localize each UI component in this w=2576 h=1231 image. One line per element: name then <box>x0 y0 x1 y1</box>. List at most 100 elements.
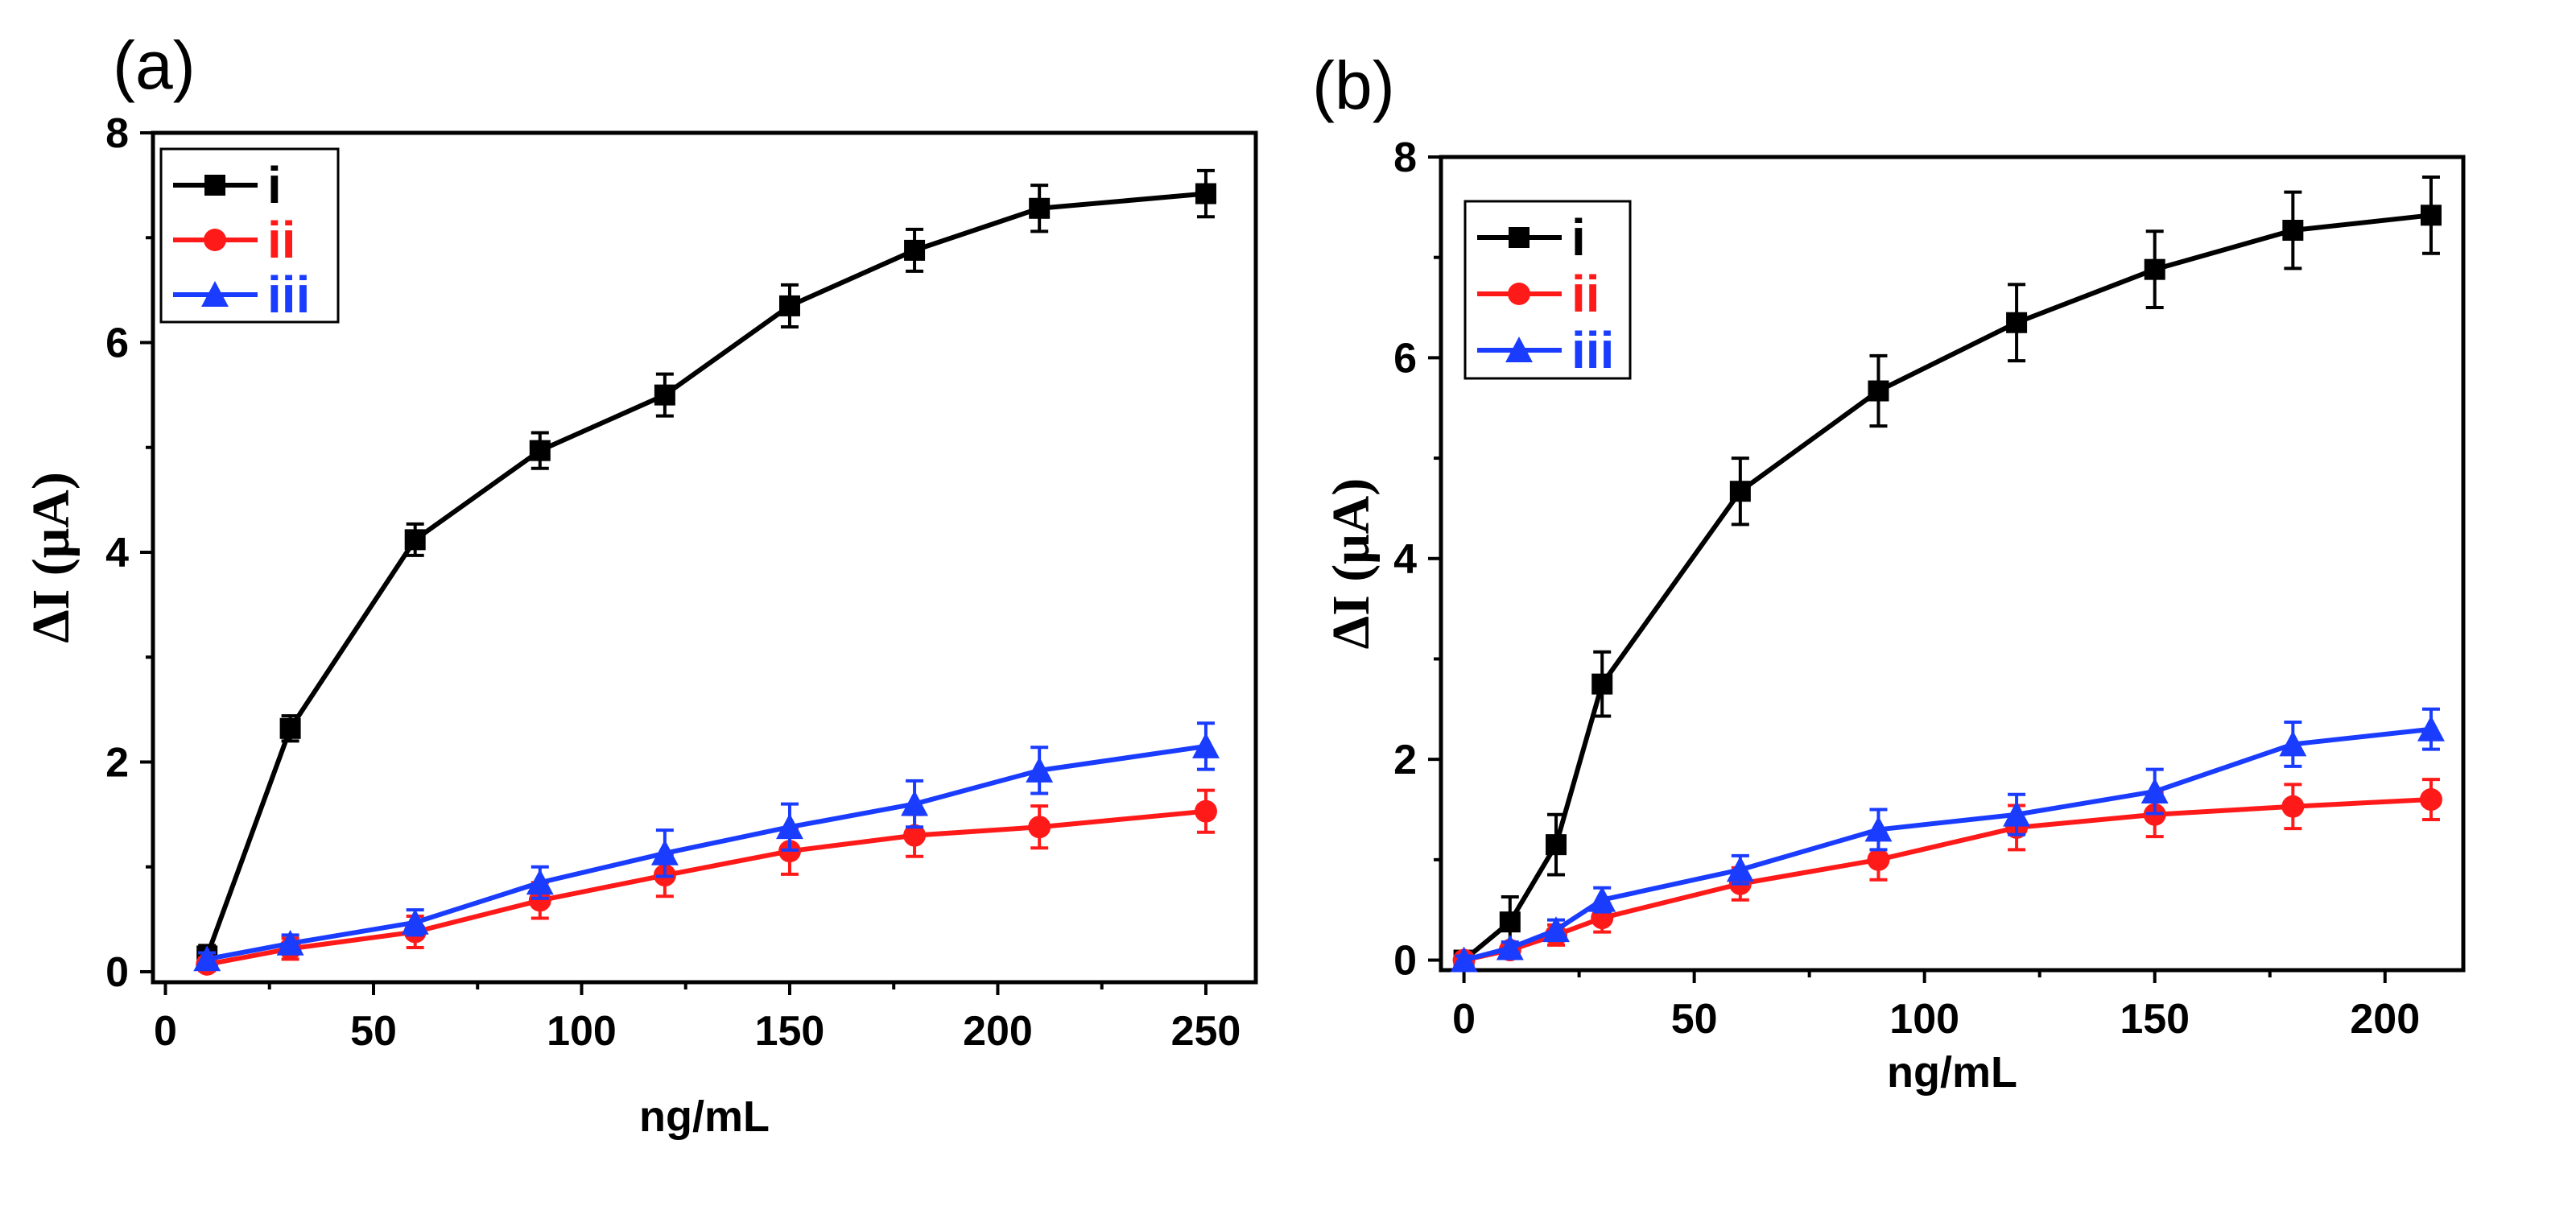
data-point-ii <box>528 889 551 912</box>
data-point-i <box>1868 380 1889 402</box>
data-point-iii <box>193 945 221 972</box>
plot-frame <box>151 130 1258 985</box>
data-point-iii <box>901 790 929 816</box>
x-axis-label: ng/mL <box>1887 1048 2017 1097</box>
series-line-ii <box>206 808 1207 967</box>
legend-label-iii: iii <box>267 266 310 324</box>
y-tick-label: 4 <box>105 530 129 576</box>
data-point-iii <box>1726 856 1754 882</box>
y-axis-label: ΔI (μA) <box>22 472 80 643</box>
x-tick-label: 200 <box>2350 996 2420 1043</box>
legend-label-ii: ii <box>1571 265 1600 323</box>
data-point-i <box>279 717 301 739</box>
y-tick-label: 8 <box>105 110 129 157</box>
data-point-i <box>1029 197 1051 219</box>
data-point-iii <box>2279 730 2307 757</box>
y-tick-label: 6 <box>1393 335 1417 382</box>
x-tick-label: 50 <box>350 1008 397 1055</box>
data-point-i <box>778 295 800 316</box>
data-point-i <box>904 239 926 261</box>
series-ii <box>196 788 1217 976</box>
legend-marker-ii <box>204 229 226 251</box>
x-tick-label: 100 <box>1889 996 1959 1043</box>
series-ii <box>1452 778 2442 972</box>
data-point-iii <box>1588 886 1616 912</box>
data-point-iii <box>526 869 554 895</box>
data-point-i <box>2420 204 2442 226</box>
legend-marker-i <box>204 175 225 196</box>
x-tick-label: 100 <box>547 1008 617 1055</box>
legend-marker-iii <box>201 281 229 307</box>
x-tick-label: 200 <box>963 1008 1033 1055</box>
x-tick-label: 150 <box>755 1008 825 1055</box>
legend-label-i: i <box>1571 209 1586 266</box>
legend-marker-i <box>1509 227 1530 248</box>
series-line-i <box>1462 213 2432 962</box>
series-line-iii <box>206 743 1207 962</box>
legend-label-iii: iii <box>1571 321 1614 379</box>
y-tick-label: 2 <box>105 739 129 786</box>
series-iii <box>1450 707 2445 973</box>
x-tick-label: 0 <box>1452 996 1476 1043</box>
data-point-i <box>654 384 675 406</box>
data-point-iii <box>1864 816 1893 842</box>
data-point-i <box>1729 481 1751 502</box>
x-tick-label: 50 <box>1671 996 1718 1043</box>
data-point-i <box>2144 258 2165 280</box>
data-point-i <box>1546 834 1567 856</box>
panel-label: (a) <box>113 27 196 103</box>
x-tick-label: 0 <box>154 1008 177 1055</box>
legend-marker-iii <box>1505 337 1533 362</box>
data-point-ii <box>2419 788 2442 812</box>
series-i <box>196 168 1216 969</box>
y-axis-label: ΔI (μA) <box>1322 478 1381 650</box>
data-point-iii <box>776 813 803 840</box>
y-tick-label: 0 <box>1393 938 1417 985</box>
data-point-i <box>404 529 426 551</box>
panel-label: (b) <box>1312 48 1395 123</box>
data-point-iii <box>2003 800 2031 827</box>
plot-frame <box>1439 155 2466 973</box>
data-point-i <box>1591 673 1613 695</box>
data-point-ii <box>2281 795 2305 818</box>
data-point-i <box>2006 312 2028 333</box>
data-point-i <box>1195 183 1216 204</box>
series-line-ii <box>1463 797 2432 963</box>
x-tick-label: 150 <box>2120 996 2190 1043</box>
data-point-i <box>1499 911 1521 933</box>
y-tick-label: 8 <box>1393 134 1417 181</box>
y-tick-label: 2 <box>1393 737 1417 783</box>
data-point-iii <box>276 929 304 956</box>
data-point-iii <box>2417 715 2445 741</box>
series-line-i <box>204 191 1207 957</box>
data-point-ii <box>1194 799 1217 823</box>
data-point-ii <box>1867 848 1890 871</box>
legend-label-i: i <box>267 156 282 214</box>
series-line-iii <box>1463 726 2432 963</box>
y-tick-label: 6 <box>105 320 129 366</box>
x-tick-label: 250 <box>1171 1008 1241 1055</box>
legend-marker-ii <box>1508 283 1530 305</box>
data-point-iii <box>2140 778 2169 803</box>
data-point-iii <box>1026 756 1054 783</box>
data-point-iii <box>401 908 429 935</box>
y-tick-label: 4 <box>1393 536 1417 583</box>
series-iii <box>193 721 1220 972</box>
data-point-iii <box>1496 934 1524 960</box>
y-tick-label: 0 <box>105 949 129 996</box>
data-point-i <box>2282 220 2304 242</box>
x-axis-label: ng/mL <box>639 1093 770 1141</box>
data-point-i <box>529 440 551 461</box>
legend-label-ii: ii <box>267 211 296 269</box>
data-point-iii <box>1542 916 1570 943</box>
data-point-iii <box>1192 732 1220 758</box>
data-point-ii <box>903 824 927 847</box>
data-point-iii <box>1450 946 1478 973</box>
data-point-iii <box>650 839 679 865</box>
data-point-ii <box>1028 816 1051 839</box>
